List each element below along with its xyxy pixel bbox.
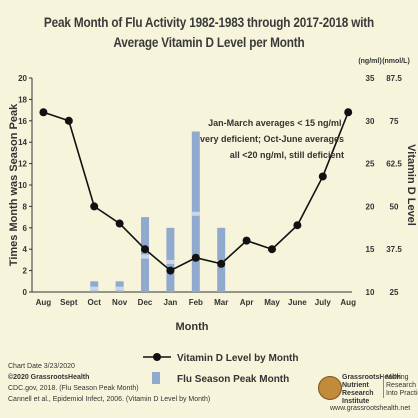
left-tick-label: 12 <box>18 160 27 169</box>
logo-org: GrassrootsHealth Nutrient Research Insti… <box>342 374 401 405</box>
left-tick-label: 10 <box>18 181 27 190</box>
left-tick-label: 4 <box>23 245 28 254</box>
left-tick-label: 18 <box>18 95 27 104</box>
x-tick-label: May <box>264 298 280 307</box>
x-tick-label: Aug <box>36 298 52 307</box>
right-tick-label-ngml: 15 <box>366 245 375 254</box>
website-link[interactable]: www.grassrootshealth.net <box>330 405 411 412</box>
right-tick-label-nmol: 50 <box>390 202 399 211</box>
source-line-2: Cannell et al., Epidemiol Infect, 2006. … <box>8 396 211 403</box>
left-tick-label: 0 <box>23 288 28 297</box>
x-tick-label: June <box>288 298 307 307</box>
bar-highlight <box>191 211 200 216</box>
right-tick-label-ngml: 35 <box>366 74 375 83</box>
left-tick-label: 8 <box>23 202 28 211</box>
annotation-line: all <20 ng/ml, still deficient <box>230 150 344 160</box>
vitamin-d-point <box>64 116 73 125</box>
vitamin-d-point <box>293 221 302 230</box>
right-tick-label-nmol: 87.5 <box>386 74 402 83</box>
vitamin-d-point <box>90 202 99 211</box>
annotation-line: very deficient; Oct-June averages <box>200 134 344 144</box>
left-tick-label: 2 <box>23 267 28 276</box>
bar-highlight <box>115 286 124 291</box>
legend-bar-label: Flu Season Peak Month <box>177 374 289 385</box>
left-tick-label: 16 <box>18 117 27 126</box>
x-tick-label: Aug <box>340 298 356 307</box>
chart-title-line2: Average Vitamin D Level per Month <box>113 34 305 50</box>
right-tick-label-ngml: 20 <box>366 202 375 211</box>
copyright: ©2020 GrassrootsHealth <box>8 374 90 381</box>
right-tick-label-ngml: 30 <box>366 117 375 126</box>
chart-date: Chart Date 3/23/2020 <box>8 363 75 370</box>
vitamin-d-point <box>191 253 200 262</box>
y-axis-label-left: Times Month was Season Peak <box>8 103 20 266</box>
vitamin-d-point <box>141 245 150 254</box>
right-unit-ngml: (ng/ml) <box>358 58 381 65</box>
x-tick-label: Nov <box>112 298 128 307</box>
vitamin-d-point <box>217 259 226 268</box>
right-tick-label-ngml: 25 <box>366 160 375 169</box>
logo-icon <box>318 376 342 400</box>
right-tick-label-nmol: 75 <box>390 117 399 126</box>
x-tick-label: Oct <box>88 298 102 307</box>
x-tick-label: Jan <box>164 298 178 307</box>
right-tick-label-nmol: 37.5 <box>386 245 402 254</box>
left-tick-label: 20 <box>18 74 27 83</box>
legend-line-label: Vitamin D Level by Month <box>177 353 299 364</box>
chart-title-line1: Peak Month of Flu Activity 1982-1983 thr… <box>43 14 375 30</box>
x-tick-label: Apr <box>240 298 254 307</box>
vitamin-d-point <box>344 108 353 117</box>
source-line-1: CDC.gov, 2018. (Flu Season Peak Month) <box>8 385 139 392</box>
vitamin-d-point <box>39 108 48 117</box>
right-tick-label-nmol: 62.5 <box>386 160 402 169</box>
x-tick-label: July <box>315 298 332 307</box>
logo-tagline: Moving Research Into Practice <box>383 374 418 398</box>
vitamin-d-point <box>115 219 124 228</box>
vitamin-d-point <box>166 266 175 275</box>
x-tick-label: Mar <box>214 298 228 307</box>
vitamin-d-point <box>268 245 276 254</box>
x-axis-label: Month <box>176 321 209 333</box>
right-unit-nmol: (nmol/L) <box>382 58 410 65</box>
right-tick-label-nmol: 25 <box>390 288 399 297</box>
x-tick-label: Dec <box>138 298 153 307</box>
vitamin-d-point <box>242 236 251 245</box>
y-axis-label-right: Vitamin D Level <box>405 144 417 226</box>
vitamin-d-point <box>318 172 327 181</box>
left-tick-label: 6 <box>23 224 28 233</box>
left-tick-label: 14 <box>18 138 27 147</box>
x-tick-label: Feb <box>189 298 203 307</box>
legend-line-marker <box>153 353 161 361</box>
right-tick-label-ngml: 10 <box>366 288 375 297</box>
legend-bar-swatch <box>152 372 160 384</box>
annotation-line: Jan-March averages < 15 ng/ml, <box>208 118 344 128</box>
bar-highlight <box>141 254 150 259</box>
x-tick-label: Sept <box>60 298 78 307</box>
bar-highlight <box>166 259 175 264</box>
bar-highlight <box>90 286 99 291</box>
